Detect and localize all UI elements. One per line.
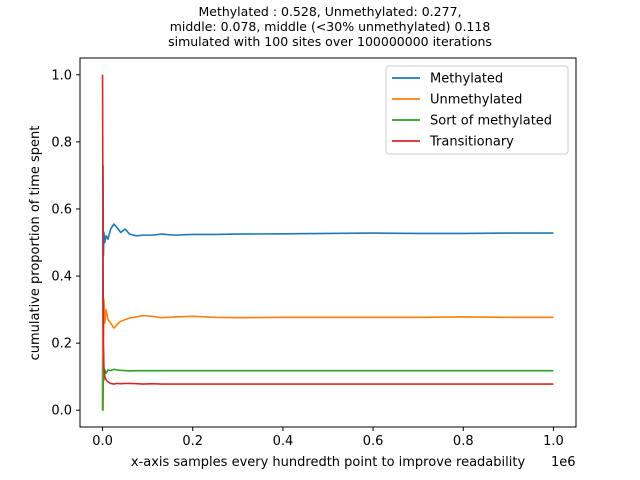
x-tick-label: 0.2 bbox=[182, 434, 203, 449]
y-tick-label: 0.2 bbox=[51, 337, 72, 352]
chart-title: Methylated : 0.528, Unmethylated: 0.277,… bbox=[168, 4, 492, 49]
series-line-2 bbox=[102, 355, 554, 412]
x-axis-label: x-axis samples every hundredth point to … bbox=[131, 455, 526, 470]
legend-label-0: Methylated bbox=[430, 72, 503, 87]
series-line-0 bbox=[101, 164, 554, 411]
y-axis-label: cumulative proportion of time spent bbox=[28, 126, 43, 361]
legend-label-3: Transitionary bbox=[429, 135, 514, 150]
chart-title-line-2: middle: 0.078, middle (<30% unmethylated… bbox=[170, 19, 491, 34]
legend-box bbox=[385, 65, 569, 155]
x-tick-label: 0.8 bbox=[453, 434, 474, 449]
series-line-3 bbox=[101, 74, 554, 385]
y-tick-label: 1.0 bbox=[51, 68, 72, 83]
y-axis: 0.0 0.2 0.4 0.6 0.8 1.0 bbox=[51, 68, 80, 419]
x-axis-offset-label: 1e6 bbox=[551, 455, 576, 470]
y-tick-label: 0.0 bbox=[51, 404, 72, 419]
legend-label-1: Unmethylated bbox=[430, 93, 522, 108]
legend: Methylated Unmethylated Sort of methylated… bbox=[385, 65, 569, 155]
legend-label-2: Sort of methylated bbox=[430, 114, 552, 129]
series-lines bbox=[101, 74, 554, 412]
series-line-1 bbox=[101, 298, 554, 411]
y-tick-label: 0.6 bbox=[51, 202, 72, 217]
chart-title-line-1: Methylated : 0.528, Unmethylated: 0.277, bbox=[198, 4, 461, 19]
plot-area-frame bbox=[79, 57, 577, 428]
x-tick-label: 0.0 bbox=[92, 434, 113, 449]
x-axis: 0.0 0.2 0.4 0.6 0.8 1.0 bbox=[92, 427, 564, 449]
x-tick-label: 1.0 bbox=[543, 434, 564, 449]
y-tick-label: 0.8 bbox=[51, 135, 72, 150]
x-tick-label: 0.6 bbox=[363, 434, 384, 449]
y-tick-label: 0.4 bbox=[51, 270, 72, 285]
x-tick-label: 0.4 bbox=[273, 434, 294, 449]
chart-title-line-3: simulated with 100 sites over 100000000 … bbox=[168, 34, 492, 49]
